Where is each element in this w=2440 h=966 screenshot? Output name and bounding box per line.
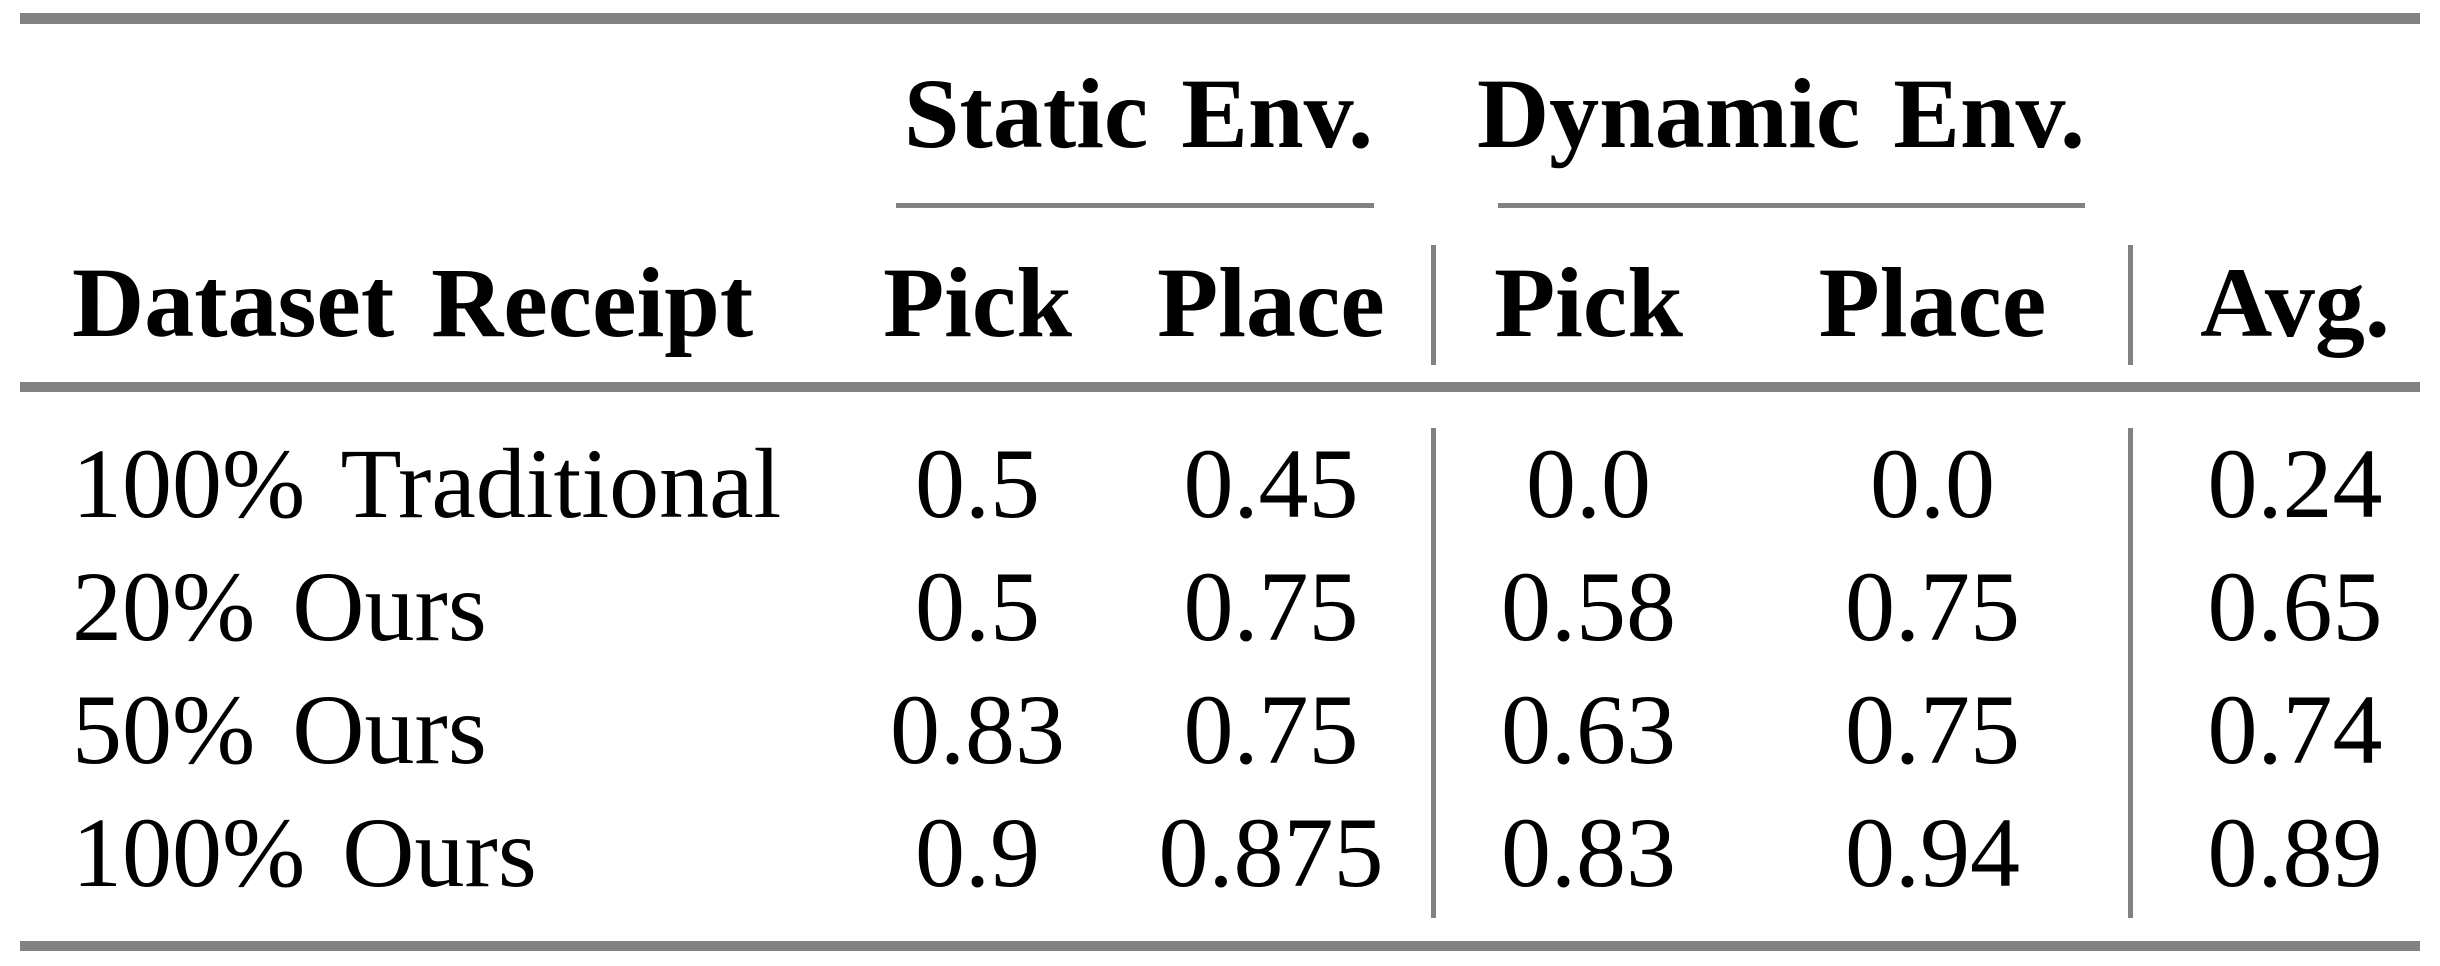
value-cell-dynamic-place: 0.75 <box>1845 550 2020 662</box>
vertical-rule-static-dynamic-body <box>1431 428 1436 918</box>
value-cell-avg: 0.65 <box>2207 550 2383 662</box>
value-cell-avg: 0.74 <box>2207 673 2383 785</box>
group-header-dynamic-env: Dynamic Env. <box>1476 57 2086 169</box>
row-label: 100% Ours <box>72 796 537 908</box>
group-underline-row <box>20 203 2420 209</box>
row-label: 20% Ours <box>72 550 487 662</box>
column-header-avg: Avg. <box>2200 246 2390 358</box>
vertical-rule-static-dynamic-header <box>1431 245 1436 365</box>
value-cell-static-place: 0.75 <box>1183 673 1359 785</box>
value-cell-dynamic-place: 0.0 <box>1870 427 1995 539</box>
value-cell-dynamic-place: 0.94 <box>1845 796 2020 908</box>
value-cell-static-place: 0.875 <box>1158 796 1384 908</box>
table-top-rule <box>20 13 2420 24</box>
value-cell-static-place: 0.45 <box>1183 427 1359 539</box>
vertical-rule-avg-header <box>2128 245 2133 365</box>
value-cell-dynamic-place: 0.75 <box>1845 673 2020 785</box>
value-cell-dynamic-pick: 0.58 <box>1501 550 1676 662</box>
value-cell-dynamic-pick: 0.0 <box>1526 427 1651 539</box>
group-header-row: Static Env. Dynamic Env. <box>20 24 2420 203</box>
column-header-dynamic-pick: Pick <box>1494 246 1683 358</box>
column-header-dynamic-place: Place <box>1818 246 2047 358</box>
row-label: 50% Ours <box>72 673 487 785</box>
table-row: 50% Ours 0.83 0.75 0.63 0.75 0.74 <box>20 668 2420 791</box>
value-cell-static-pick: 0.83 <box>890 673 1065 785</box>
group-header-static-env: Static Env. <box>903 57 1374 169</box>
column-header-dataset-receipt: Dataset Receipt <box>72 246 754 358</box>
table-row: 100% Ours 0.9 0.875 0.83 0.94 0.89 <box>20 791 2420 914</box>
value-cell-avg: 0.24 <box>2207 427 2383 539</box>
value-cell-avg: 0.89 <box>2207 796 2383 908</box>
column-header-row: Dataset Receipt Pick Place Pick Place Av… <box>20 209 2420 382</box>
column-header-static-place: Place <box>1157 246 1385 358</box>
value-cell-dynamic-pick: 0.83 <box>1501 796 1676 908</box>
static-env-underline <box>896 203 1374 208</box>
value-cell-static-pick: 0.5 <box>915 550 1040 662</box>
value-cell-static-pick: 0.9 <box>915 796 1040 908</box>
column-header-static-pick: Pick <box>883 246 1072 358</box>
value-cell-static-pick: 0.5 <box>915 427 1040 539</box>
value-cell-dynamic-pick: 0.63 <box>1501 673 1676 785</box>
table-body: 100% Traditional 0.5 0.45 0.0 0.0 0.24 2… <box>20 392 2420 941</box>
dynamic-env-underline <box>1498 203 2085 208</box>
table-row: 20% Ours 0.5 0.75 0.58 0.75 0.65 <box>20 545 2420 668</box>
table-row: 100% Traditional 0.5 0.45 0.0 0.0 0.24 <box>20 422 2420 545</box>
value-cell-static-place: 0.75 <box>1183 550 1359 662</box>
row-label: 100% Traditional <box>72 427 782 539</box>
table-mid-rule <box>20 382 2420 392</box>
table-bottom-rule <box>20 941 2420 951</box>
results-table: Static Env. Dynamic Env. Dataset Receipt… <box>20 13 2420 951</box>
vertical-rule-avg-body <box>2128 428 2133 918</box>
